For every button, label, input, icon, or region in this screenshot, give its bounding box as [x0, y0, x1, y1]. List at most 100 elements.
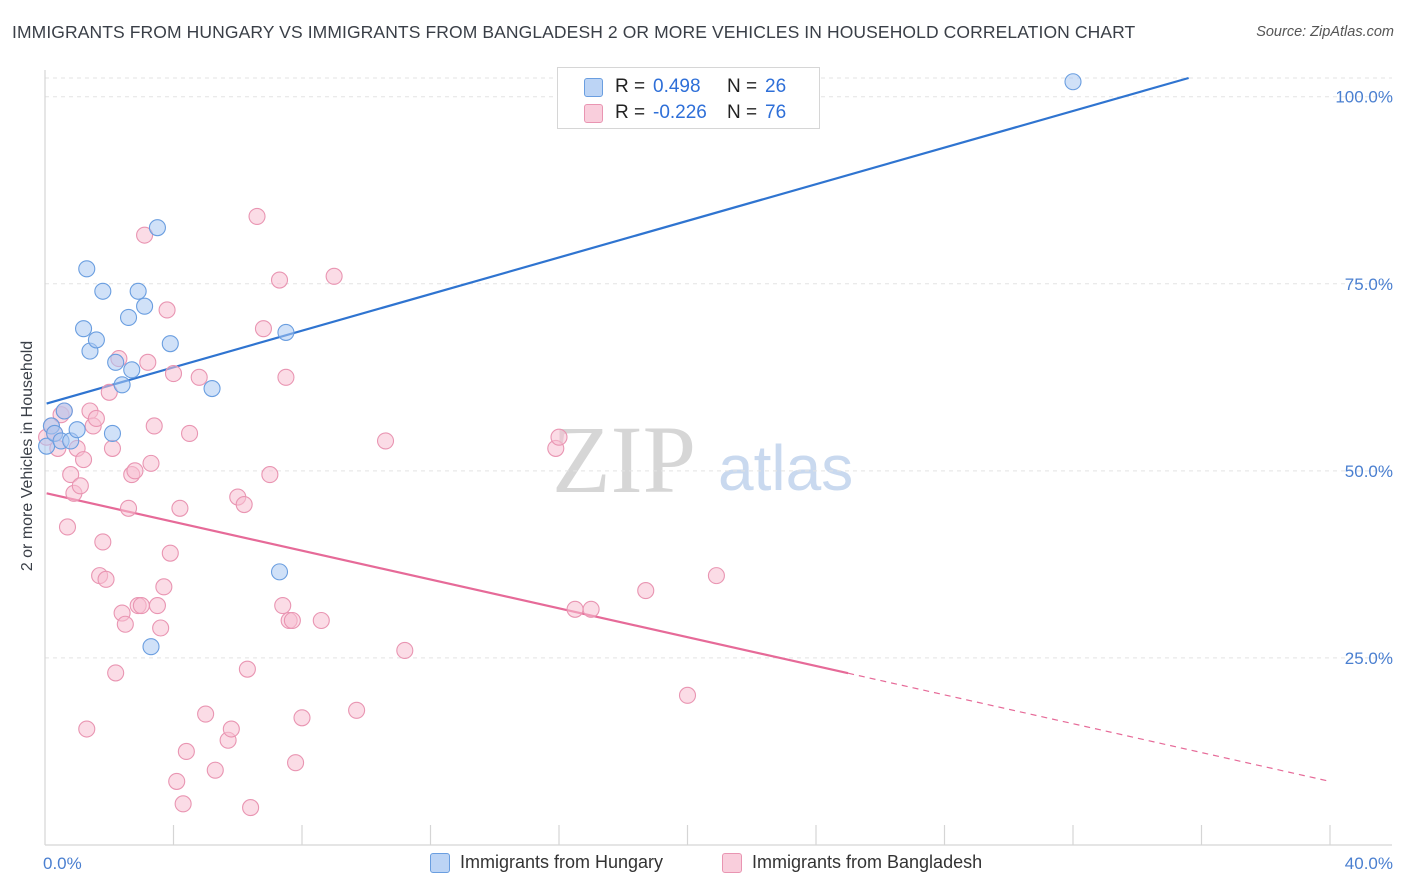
- hungary-point: [142, 638, 160, 656]
- series-legend: Immigrants from Hungary Immigrants from …: [0, 852, 1406, 878]
- hungary-point: [129, 282, 147, 300]
- hungary-point: [113, 376, 131, 394]
- bangladesh-legend-label: Immigrants from Bangladesh: [752, 852, 983, 872]
- hungary-point: [277, 323, 295, 341]
- bangladesh-point: [293, 709, 311, 727]
- bangladesh-point: [274, 596, 292, 615]
- hungary-point: [136, 297, 154, 315]
- bangladesh-point: [119, 499, 138, 517]
- points-layer: [38, 73, 1082, 817]
- bangladesh-point: [396, 641, 414, 659]
- bangladesh-point: [116, 615, 134, 633]
- r-label: R =: [615, 76, 646, 97]
- bangladesh-point: [238, 660, 256, 678]
- bangladesh-point: [376, 432, 395, 450]
- bangladesh-point: [164, 365, 183, 383]
- bangladesh-point: [242, 799, 260, 817]
- bangladesh-point: [136, 226, 154, 244]
- bangladesh-point: [190, 368, 208, 386]
- y-tick-label: 25.0%: [1345, 649, 1393, 668]
- bangladesh-point: [132, 596, 150, 615]
- hungary-point: [78, 260, 96, 278]
- hungary-point: [107, 353, 125, 371]
- bangladesh-point: [637, 582, 655, 600]
- hungary-point: [161, 335, 179, 353]
- bangladesh-point: [103, 439, 122, 457]
- bangladesh-point: [145, 417, 163, 435]
- bangladesh-trend-line-extension: [847, 672, 1331, 782]
- bangladesh-point: [155, 578, 173, 596]
- bangladesh-point: [312, 611, 330, 630]
- bangladesh-point: [97, 570, 115, 588]
- bangladesh-point: [582, 600, 600, 618]
- bangladesh-point: [222, 720, 240, 738]
- axis-layer: [44, 70, 1392, 846]
- bangladesh-point: [550, 428, 568, 446]
- bangladesh-point: [62, 466, 80, 484]
- bangladesh-swatch: [584, 103, 603, 123]
- hungary-point: [203, 379, 221, 398]
- x-tick-label: 0.0%: [43, 854, 82, 873]
- bangladesh-point: [58, 518, 77, 536]
- bangladesh-point: [174, 795, 192, 813]
- labels-layer: 25.0% 50.0% 75.0% 100.0% 0.0% 40.0%: [43, 88, 1393, 873]
- bangladesh-point: [148, 596, 166, 615]
- y-tick-label: 100.0%: [1335, 88, 1393, 107]
- bangladesh-point: [158, 301, 176, 319]
- y-tick-label: 75.0%: [1345, 275, 1393, 294]
- legend-row-hungary: R = 0.498 N = 26: [584, 74, 786, 100]
- hungary-point: [75, 320, 93, 338]
- bangladesh-point: [139, 353, 157, 371]
- bangladesh-point: [566, 600, 584, 618]
- bangladesh-point: [206, 761, 224, 779]
- hungary-point: [148, 219, 166, 237]
- bangladesh-point: [152, 619, 170, 637]
- r-label: R =: [615, 102, 646, 123]
- r-value-hungary: 0.498: [653, 76, 701, 97]
- bangladesh-point: [168, 772, 186, 790]
- y-tick-label: 50.0%: [1345, 462, 1393, 481]
- bangladesh-point: [100, 383, 118, 401]
- bangladesh-point: [348, 701, 366, 719]
- chart-title: IMMIGRANTS FROM HUNGARY VS IMMIGRANTS FR…: [12, 22, 1136, 42]
- n-value-bangladesh: 76: [765, 102, 787, 123]
- bangladesh-point: [678, 686, 697, 704]
- watermark-zip: ZIP: [552, 406, 696, 513]
- legend-item-bangladesh[interactable]: Immigrants from Bangladesh: [722, 852, 982, 873]
- hungary-point: [119, 308, 138, 327]
- hungary-point: [55, 402, 73, 420]
- hungary-swatch: [584, 77, 603, 97]
- bangladesh-point: [197, 705, 215, 723]
- n-label: N =: [727, 76, 758, 97]
- legend-row-bangladesh: R = -0.226 N = 76: [584, 100, 786, 126]
- bangladesh-trend-line: [46, 492, 849, 675]
- bangladesh-point: [126, 462, 144, 480]
- bangladesh-point: [75, 451, 93, 469]
- hungary-legend-label: Immigrants from Hungary: [460, 852, 664, 872]
- x-tick-label: 40.0%: [1345, 854, 1393, 873]
- hungary-point: [1064, 73, 1082, 91]
- hungary-point: [87, 331, 105, 349]
- legend-item-hungary[interactable]: Immigrants from Hungary: [430, 852, 663, 873]
- hungary-point: [270, 563, 289, 581]
- trend-layer: [46, 76, 1331, 782]
- bangladesh-point: [707, 567, 725, 585]
- source-label: Source: ZipAtlas.com: [1256, 24, 1394, 40]
- bangladesh-point: [78, 720, 96, 738]
- bangladesh-point: [261, 466, 279, 484]
- bangladesh-point: [254, 320, 273, 338]
- bangladesh-point: [270, 271, 289, 289]
- bangladesh-point: [161, 544, 179, 562]
- bangladesh-point: [87, 409, 105, 428]
- bangladesh-point: [235, 495, 253, 514]
- bangladesh-point: [94, 533, 112, 551]
- hungary-legend-swatch: [430, 852, 450, 873]
- bangladesh-point: [283, 611, 301, 630]
- bangladesh-point: [171, 499, 189, 517]
- bangladesh-point: [248, 207, 266, 225]
- n-value-hungary: 26: [765, 76, 787, 97]
- r-value-bangladesh: -0.226: [653, 102, 707, 123]
- hungary-point: [68, 421, 86, 439]
- bangladesh-point: [287, 754, 305, 772]
